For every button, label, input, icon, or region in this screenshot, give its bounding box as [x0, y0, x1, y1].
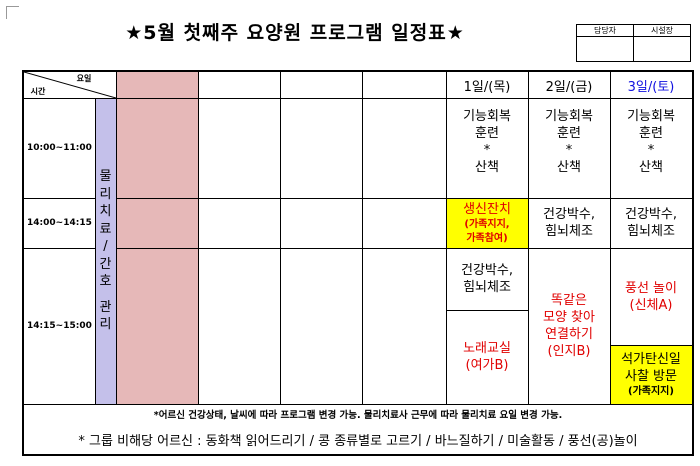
- program-line: 노래교실: [463, 341, 511, 356]
- page-title: ★5월 첫째주 요양원 프로그램 일정표★: [125, 22, 465, 44]
- program-line: 풍선 놀이: [625, 280, 677, 296]
- side-label-char: 리: [99, 186, 112, 202]
- grid-line: [198, 72, 199, 404]
- program-line: *: [647, 143, 655, 158]
- buddha-birthday-cell: 석가탄신일 사찰 방문 (가족지지): [610, 345, 692, 404]
- birthday-party-sub: (가족지지,: [464, 218, 510, 230]
- side-label-char: 간: [99, 256, 112, 272]
- note-line-2: * 그룹 비해당 어르신 : 동화책 읽어드리기 / 콩 종류별로 고르기 / …: [78, 433, 638, 449]
- side-label-column: 물 리 치 료 / 간 호 관 리: [95, 98, 116, 404]
- approval-box: 담당자 시설장: [576, 24, 691, 62]
- grid-line: [24, 198, 95, 199]
- grid-line: [610, 345, 692, 346]
- program-cell: 기능회복 훈련 * 산책: [528, 98, 610, 198]
- page-corner-mark: [6, 6, 19, 19]
- buddha-birthday-sub: (가족지지): [628, 385, 674, 397]
- program-line: 건강박수,: [625, 207, 677, 222]
- grid-line: [446, 72, 447, 404]
- buddha-birthday-title: 석가탄신일: [621, 351, 681, 367]
- program-line: 훈련: [557, 126, 581, 141]
- time-slot-2: 14:00~14:15: [27, 218, 92, 228]
- side-label-char: 치: [99, 204, 112, 220]
- birthday-party-sub: 가족참여): [466, 232, 508, 244]
- grid-line: [362, 72, 363, 404]
- grid-line: [116, 198, 692, 199]
- approval-label-director: 시설장: [633, 24, 691, 37]
- approval-sign-director[interactable]: [633, 36, 691, 62]
- header-corner-diagonal: [24, 72, 116, 98]
- side-label-char: 리: [99, 317, 112, 333]
- program-cell: 건강박수, 힘뇌체조: [610, 198, 692, 248]
- note-line-1: *어르신 건강상태, 날씨에 따라 프로그램 변경 가능. 물리치료사 근무에 …: [153, 410, 563, 421]
- program-cell: 기능회복 훈련 * 산책: [446, 98, 528, 198]
- grid-line: [528, 72, 529, 404]
- program-cell: 노래교실 (여가B): [446, 310, 528, 404]
- program-line: 훈련: [639, 126, 663, 141]
- program-line: 건강박수,: [543, 207, 595, 222]
- program-line: 건강박수,: [461, 263, 513, 278]
- birthday-party-cell: 생신잔치 (가족지지, 가족참여): [446, 198, 528, 248]
- program-line: 산책: [639, 160, 663, 175]
- program-line: 힘뇌체조: [545, 224, 593, 239]
- program-line: *: [483, 143, 491, 158]
- program-line: 산책: [557, 160, 581, 175]
- time-slot-1: 10:00~11:00: [27, 143, 92, 153]
- header-corner-day: 요일: [76, 73, 92, 83]
- side-label-char: 료: [99, 221, 112, 237]
- header-corner-time: 시간: [30, 86, 46, 96]
- side-label-char: 관: [99, 299, 112, 315]
- program-line: (인지B): [547, 344, 591, 359]
- side-label-char: /: [103, 239, 108, 255]
- grid-line: [95, 98, 96, 404]
- empty-pink-column: [116, 72, 198, 404]
- program-cell: 기능회복 훈련 * 산책: [610, 98, 692, 198]
- program-line: (신체A): [629, 297, 673, 313]
- grid-line: [24, 98, 692, 99]
- header-day-thu: 1일/(목): [463, 79, 511, 95]
- schedule-table: 물 리 치 료 / 간 호 관 리 생신잔치 (가족지지, 가족참여) 석가탄신…: [22, 70, 694, 456]
- program-line: 힘뇌체조: [463, 280, 511, 295]
- grid-line: [610, 72, 611, 404]
- program-line: *: [565, 143, 573, 158]
- program-line: 똑같은: [551, 293, 587, 308]
- program-line: 기능회복: [545, 109, 593, 124]
- program-cell: 풍선 놀이 (신체A): [610, 248, 692, 345]
- header-day-sat: 3일/(토): [627, 79, 675, 95]
- program-cell: 건강박수, 힘뇌체조: [446, 248, 528, 310]
- program-cell: 건강박수, 힘뇌체조: [528, 198, 610, 248]
- grid-line: [116, 72, 117, 404]
- grid-line: [116, 248, 692, 249]
- grid-line: [446, 310, 528, 311]
- program-line: 연결하기: [545, 327, 593, 342]
- program-line: 모양 찾아: [543, 310, 595, 325]
- birthday-party-title: 생신잔치: [463, 201, 511, 217]
- grid-line: [24, 404, 692, 405]
- program-cell: 똑같은 모양 찾아 연결하기 (인지B): [528, 248, 610, 404]
- program-line: 기능회복: [463, 109, 511, 124]
- side-label-char: 물: [99, 169, 112, 185]
- buddha-birthday-title: 사찰 방문: [625, 368, 677, 384]
- time-slot-3: 14:15~15:00: [27, 321, 92, 331]
- grid-line: [280, 72, 281, 404]
- program-line: (여가B): [465, 358, 509, 373]
- program-line: 힘뇌체조: [627, 224, 675, 239]
- approval-label-manager: 담당자: [576, 24, 634, 37]
- grid-line: [24, 248, 95, 249]
- side-label-char: 호: [99, 274, 112, 290]
- program-line: 훈련: [475, 126, 499, 141]
- approval-sign-manager[interactable]: [576, 36, 634, 62]
- program-line: 산책: [475, 160, 499, 175]
- program-line: 기능회복: [627, 109, 675, 124]
- header-day-fri: 2일/(금): [545, 79, 593, 95]
